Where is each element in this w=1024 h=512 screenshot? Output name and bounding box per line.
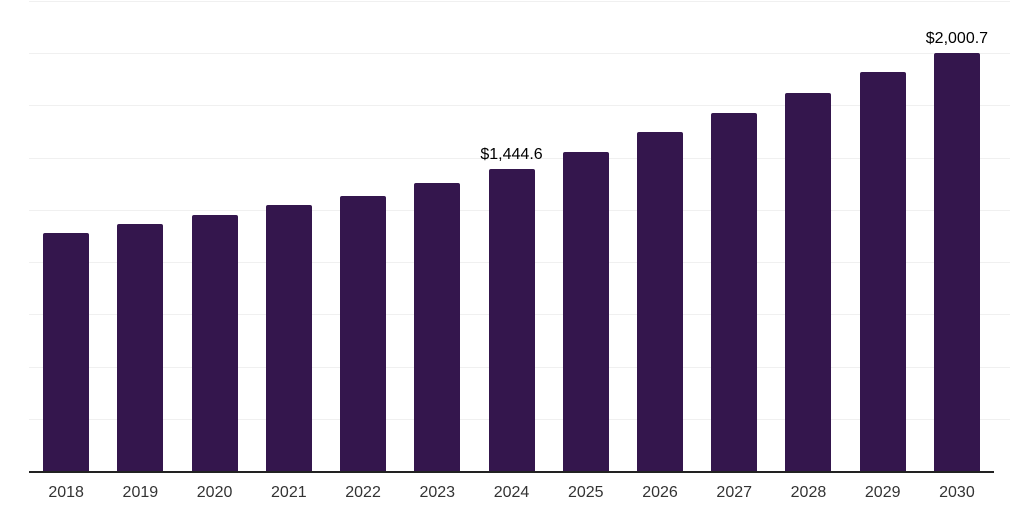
bar-2018[interactable]	[43, 233, 90, 471]
bar-slot	[29, 1, 103, 471]
bar-value-label: $1,444.6	[480, 146, 543, 164]
bar-2028[interactable]	[785, 92, 832, 471]
x-axis-tick-label: 2020	[196, 484, 233, 501]
bar-2021[interactable]	[265, 204, 312, 471]
bar-2022[interactable]	[340, 195, 387, 471]
x-axis-labels: 2018 2019 2020 2021 2022 2023 2024 2025 2026 2027…	[29, 484, 994, 502]
x-axis-tick-label: 2028	[790, 484, 827, 501]
bar-slot	[177, 1, 251, 471]
x-axis-tick-label: 2018	[48, 484, 84, 501]
bar-slot	[326, 1, 400, 471]
bar-slot	[697, 1, 771, 471]
gridline	[29, 53, 1010, 55]
x-axis-tick-label: 2024	[493, 484, 530, 501]
x-axis-tick-label: 2029	[864, 484, 901, 501]
gridline	[29, 157, 1010, 159]
gridline	[29, 1, 1010, 2]
x-axis-tick-label: 2027	[716, 484, 753, 501]
bar-2019[interactable]	[117, 224, 164, 471]
x-axis-tick-label: 2021	[271, 484, 307, 501]
bar-slot: $2,000.7	[920, 1, 994, 471]
x-axis-tick-label: 2030	[939, 484, 975, 501]
x-axis-line	[29, 471, 994, 473]
bar-slot	[771, 1, 845, 471]
bar-2024[interactable]: $1,444.6	[480, 146, 543, 471]
x-axis-tick-label: 2019	[122, 484, 159, 501]
x-axis-tick-label: 2025	[567, 484, 604, 501]
x-axis-tick-label: 2026	[642, 484, 678, 501]
x-axis-tick-label: 2023	[419, 484, 456, 501]
bar-2026[interactable]	[636, 132, 683, 471]
bar-value-label: $2,000.7	[925, 30, 989, 48]
bar-2023[interactable]	[414, 183, 461, 471]
bar-slot	[549, 1, 623, 471]
bars-container: $1,444.6 $2,000.7	[29, 1, 994, 471]
bar-slot	[846, 1, 920, 471]
gridline	[29, 105, 1010, 107]
bar-slot	[252, 1, 326, 471]
x-axis-tick-label: 2022	[345, 484, 381, 501]
bar-slot	[103, 1, 177, 471]
plot-area: $1,444.6 $2,000.7	[29, 1, 1010, 473]
bar-slot	[623, 1, 697, 471]
bar-2020[interactable]	[191, 215, 238, 471]
bar-slot: $1,444.6	[474, 1, 548, 471]
bar-2025[interactable]	[562, 151, 609, 471]
bar-slot	[400, 1, 474, 471]
bar-2027[interactable]	[711, 112, 758, 471]
bar-2030[interactable]: $2,000.7	[926, 30, 988, 471]
bar-2029[interactable]	[859, 72, 906, 471]
